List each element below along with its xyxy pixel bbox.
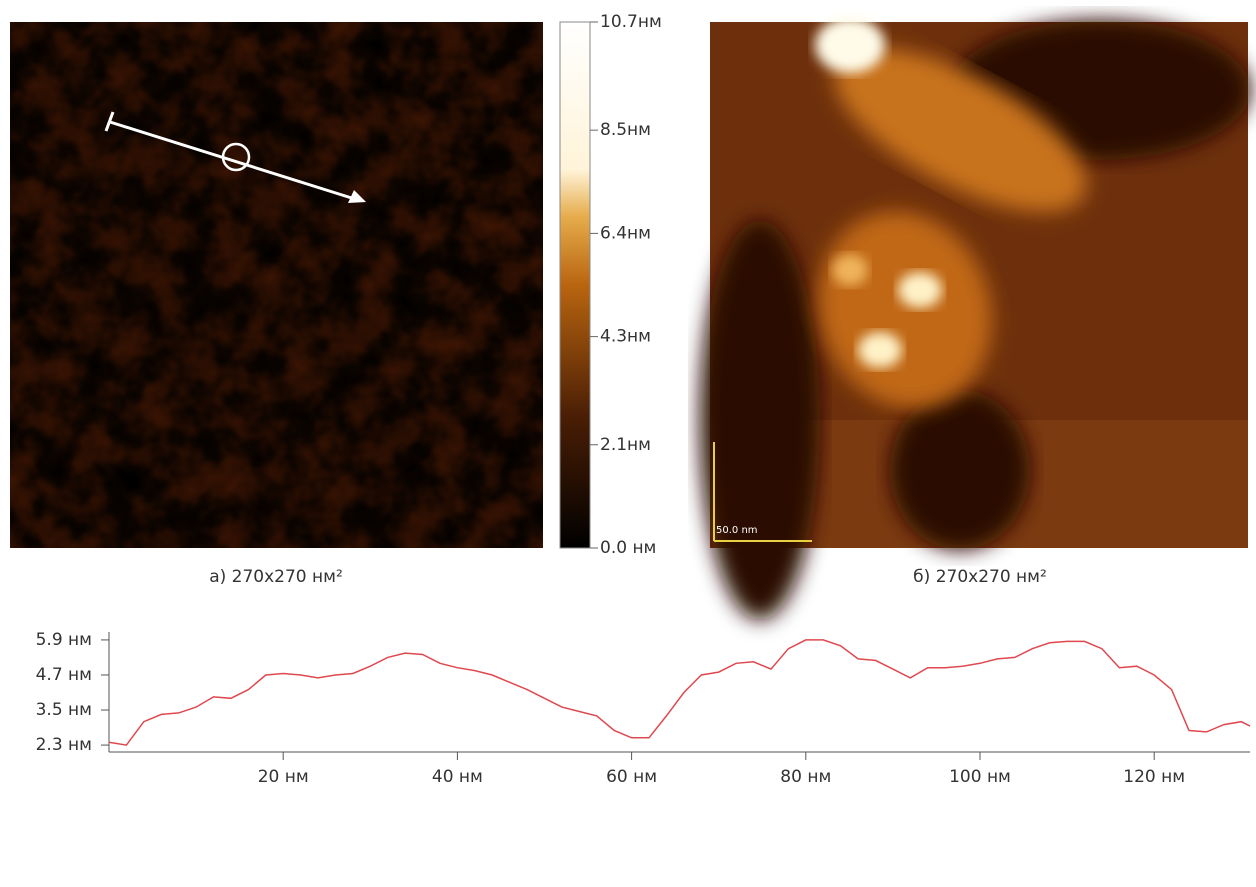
afm-image-a xyxy=(10,22,543,548)
y-tick-label: 4.7 нм xyxy=(36,665,92,685)
caption: а) 270х270 нм² xyxy=(209,567,343,587)
profile-line xyxy=(109,640,1250,745)
y-tick-label: 2.3 нм xyxy=(36,735,92,755)
afm-image-b: 50.0 nm xyxy=(700,16,1250,620)
colorbar-label: 8.5нм xyxy=(600,120,651,140)
x-tick-label: 120 нм xyxy=(1123,767,1185,787)
y-tick-label: 5.9 нм xyxy=(36,630,92,650)
x-tick-label: 20 нм xyxy=(258,767,309,787)
colorbar-label: 2.1нм xyxy=(600,435,651,455)
colorbar-label: 0.0 нм xyxy=(600,538,656,558)
x-tick-label: 40 нм xyxy=(432,767,483,787)
y-tick-label: 3.5 нм xyxy=(36,700,92,720)
colorbar-label: 10.7нм xyxy=(600,12,662,32)
colorbar-label: 6.4нм xyxy=(600,223,651,243)
figure: 50.0 nm а) 270х270 нм² б) 270х270 нм² 0.… xyxy=(0,0,1256,883)
colorbar xyxy=(560,22,590,548)
caption: б) 270х270 нм² xyxy=(913,567,1047,587)
scale-label: 50.0 nm xyxy=(716,525,758,536)
x-tick-label: 60 нм xyxy=(606,767,657,787)
colorbar-label: 4.3нм xyxy=(600,327,651,347)
x-tick-label: 80 нм xyxy=(780,767,831,787)
x-tick-label: 100 нм xyxy=(949,767,1011,787)
